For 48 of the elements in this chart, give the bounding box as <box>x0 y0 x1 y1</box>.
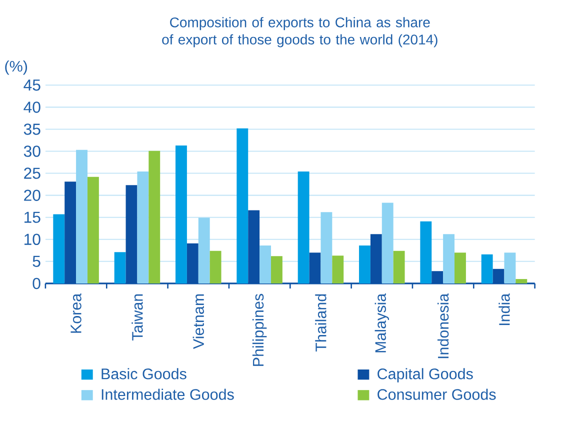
bar <box>53 214 65 284</box>
bar <box>176 146 187 284</box>
bar <box>137 172 149 284</box>
bar <box>332 256 344 284</box>
y-tick-label: 35 <box>24 124 40 135</box>
x-tick-label: Malaysia <box>374 294 390 352</box>
y-tick-label: 5 <box>32 256 40 268</box>
bar <box>260 246 271 284</box>
x-tick-label: Indonesia <box>437 294 449 358</box>
x-tick-label: Philippines <box>252 294 267 366</box>
x-tick-label: Thailand <box>315 294 326 352</box>
bar <box>393 250 405 284</box>
bar <box>320 212 332 284</box>
x-tick-label: India <box>498 294 510 326</box>
bar <box>271 256 282 284</box>
y-tick-label: 25 <box>24 168 40 180</box>
y-tick-label: 20 <box>24 190 40 202</box>
bar <box>298 172 310 284</box>
chart-title: Composition of exports to China as share of export of those goods to the world (2014) <box>162 17 438 48</box>
bar <box>87 176 99 284</box>
bar <box>454 252 466 284</box>
bar <box>236 128 248 284</box>
legend-label: Intermediate Goods <box>102 388 234 400</box>
y-tick-label: 10 <box>24 234 40 246</box>
legend-label: Consumer Goods <box>378 388 496 400</box>
bar <box>420 221 432 284</box>
y-tick-label: 0 <box>32 278 40 290</box>
bar <box>76 150 88 284</box>
bar <box>443 234 455 284</box>
x-tick-label: Vietnam <box>192 294 204 350</box>
legend-label: Basic Goods <box>102 368 186 380</box>
bar <box>382 202 394 284</box>
bar <box>148 150 160 284</box>
y-axis-title: (%) <box>5 60 28 75</box>
y-tick-label: 30 <box>24 146 40 158</box>
bar <box>198 218 210 284</box>
y-tick-label: 15 <box>24 212 40 224</box>
x-tick-label: Taiwan <box>132 294 143 341</box>
legend-label: Capital Goods <box>378 368 473 382</box>
bar <box>359 246 370 284</box>
x-tick-label: Korea <box>70 294 82 333</box>
y-tick-label: 45 <box>24 80 40 91</box>
bar <box>210 250 222 284</box>
bar <box>516 279 528 284</box>
bar <box>504 252 516 284</box>
bar <box>481 254 493 284</box>
y-tick-label: 40 <box>24 102 40 113</box>
bar <box>114 252 126 284</box>
